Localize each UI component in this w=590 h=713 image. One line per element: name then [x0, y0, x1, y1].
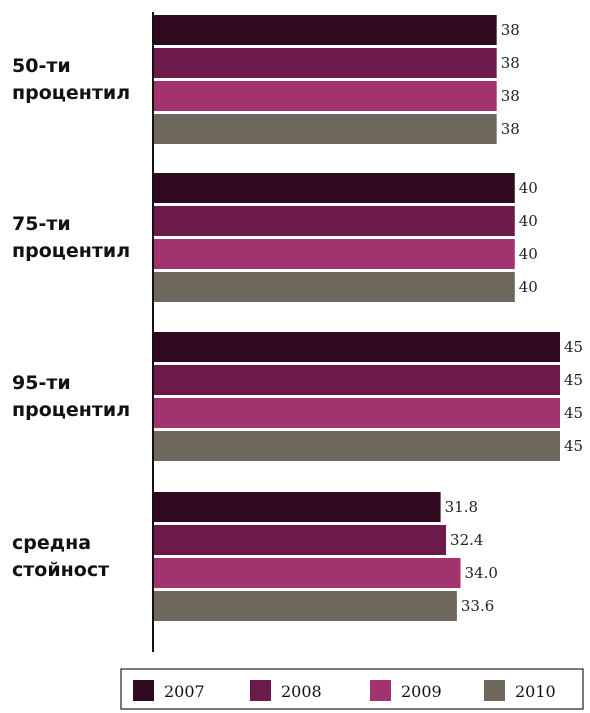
value-label-2009-cat-1: 40: [519, 245, 538, 263]
legend-label-2009: 2009: [401, 682, 442, 701]
legend-items: 2007 2008 2009 2010: [133, 680, 556, 701]
value-label-2008-cat-3: 32.4: [450, 531, 483, 549]
legend-swatch-2009: [370, 680, 391, 701]
value-label-2007-cat-0: 38: [501, 21, 520, 39]
bar-2008-cat-3: [153, 525, 447, 555]
bar-2008-cat-0: [153, 48, 497, 78]
category-label-2-line-0: 95-ти: [12, 372, 71, 394]
value-label-2009-cat-2: 45: [564, 404, 583, 422]
bar-2009-cat-1: [153, 239, 515, 269]
category-label-0-line-0: 50-ти: [12, 55, 71, 77]
value-label-2007-cat-1: 40: [519, 179, 538, 197]
legend-label-2008: 2008: [281, 682, 322, 701]
value-label-2010-cat-3: 33.6: [461, 597, 494, 615]
bar-2007-cat-0: [153, 15, 497, 45]
bar-2009-cat-2: [153, 398, 560, 428]
category-label-1-line-1: процентил: [12, 240, 130, 262]
bar-2010-cat-0: [153, 114, 497, 144]
category-label-1-line-0: 75-ти: [12, 213, 71, 235]
value-label-2010-cat-2: 45: [564, 437, 583, 455]
legend-label-2007: 2007: [164, 682, 205, 701]
legend-swatch-2008: [250, 680, 271, 701]
value-label-2008-cat-2: 45: [564, 371, 583, 389]
value-label-2007-cat-3: 31.8: [445, 498, 478, 516]
bar-2010-cat-3: [153, 591, 457, 621]
bar-2010-cat-2: [153, 431, 560, 461]
bar-2008-cat-1: [153, 206, 515, 236]
legend-swatch-2010: [484, 680, 505, 701]
bar-2008-cat-2: [153, 365, 560, 395]
category-label-3-line-0: средна: [12, 532, 91, 554]
legend-box: [120, 668, 584, 710]
bars-layer: [153, 15, 560, 621]
bar-2009-cat-3: [153, 558, 461, 588]
bar-2007-cat-1: [153, 173, 515, 203]
value-label-2010-cat-0: 38: [501, 120, 520, 138]
category-labels-layer: 50-ти процентил 75-ти процентил 95-ти процент…: [12, 55, 130, 581]
legend-swatch-2007: [133, 680, 154, 701]
bar-2010-cat-1: [153, 272, 515, 302]
category-label-3-line-1: стойност: [12, 559, 109, 581]
value-label-2009-cat-0: 38: [501, 87, 520, 105]
value-label-2007-cat-2: 45: [564, 338, 583, 356]
bar-2007-cat-3: [153, 492, 441, 522]
value-label-2010-cat-1: 40: [519, 278, 538, 296]
category-label-2-line-1: процентил: [12, 399, 130, 421]
bar-2007-cat-2: [153, 332, 560, 362]
value-label-2008-cat-1: 40: [519, 212, 538, 230]
legend: 2007 2008 2009 2010: [120, 668, 584, 710]
bar-2009-cat-0: [153, 81, 497, 111]
value-label-2009-cat-3: 34.0: [465, 564, 498, 582]
category-label-0-line-1: процентил: [12, 82, 130, 104]
value-label-2008-cat-0: 38: [501, 54, 520, 72]
value-labels-layer: 38 38 38 38 40 40 40 40 45 45 45 45 31.8 32.4 34.0 33.6: [445, 21, 583, 615]
legend-label-2010: 2010: [515, 682, 556, 701]
